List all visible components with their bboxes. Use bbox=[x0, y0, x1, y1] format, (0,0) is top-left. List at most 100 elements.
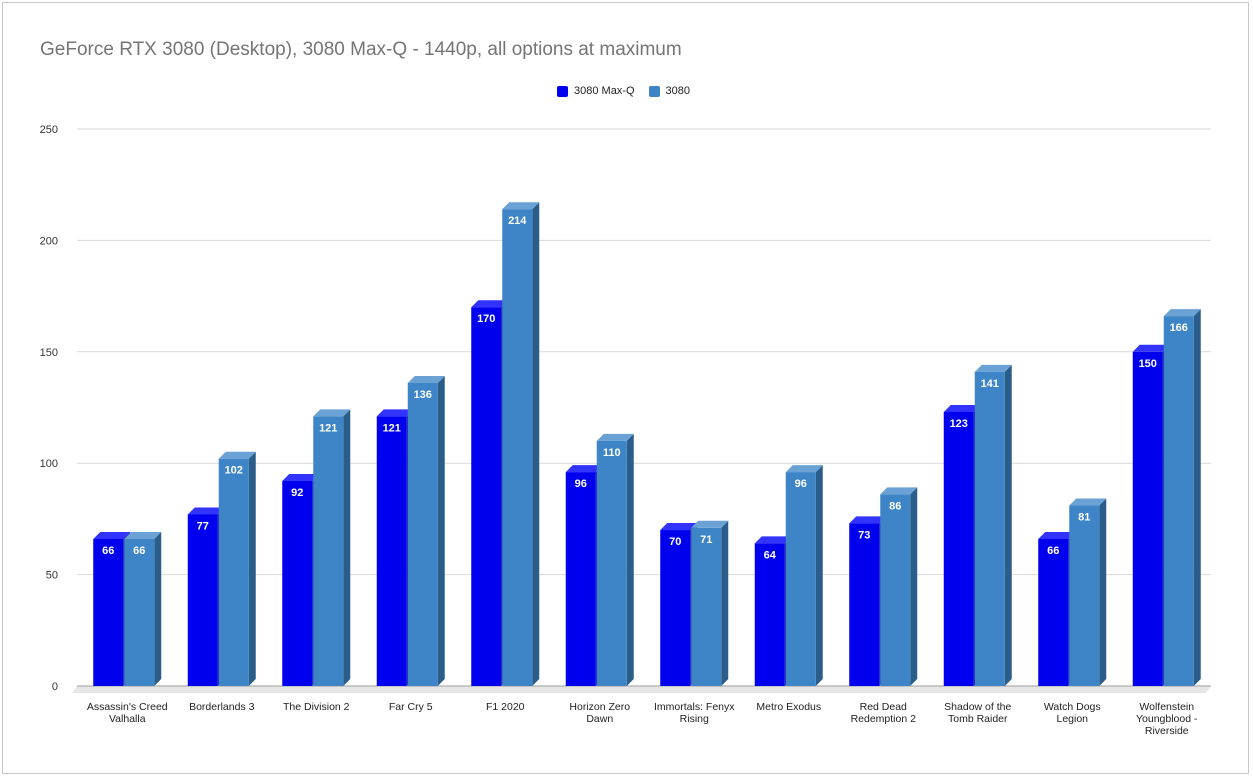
bar-top-max-q bbox=[660, 523, 698, 531]
bar-max-q bbox=[565, 472, 596, 686]
x-tick-label: Assassin's Creed bbox=[87, 701, 168, 713]
bar-side-desktop bbox=[721, 520, 729, 686]
data-label-max-q: 70 bbox=[669, 536, 681, 548]
legend-swatch-max-q bbox=[557, 85, 568, 97]
bar-desktop bbox=[1069, 505, 1100, 686]
bar-top-max-q bbox=[754, 536, 792, 544]
bar-top-max-q bbox=[943, 404, 981, 412]
data-label-max-q: 77 bbox=[197, 520, 209, 532]
bar-top-desktop bbox=[313, 409, 351, 417]
bar-side-desktop bbox=[1193, 309, 1201, 686]
y-tick-label: 0 bbox=[52, 681, 58, 693]
bar-desktop bbox=[313, 416, 344, 686]
bar-max-q bbox=[849, 523, 880, 686]
data-label-desktop: 166 bbox=[1170, 322, 1188, 334]
bar-top-max-q bbox=[93, 531, 131, 539]
bar-top-max-q bbox=[849, 516, 887, 524]
legend-swatch-desktop bbox=[648, 85, 660, 97]
bar-desktop bbox=[502, 209, 533, 686]
bar-side-desktop bbox=[248, 451, 256, 686]
x-tick-label: Far Cry 5 bbox=[389, 701, 433, 713]
legend-item-max-q: 3080 Max-Q bbox=[557, 85, 635, 97]
x-tick-label: Redemption 2 bbox=[851, 713, 917, 725]
x-tick-label: Wolfenstein bbox=[1139, 701, 1194, 713]
bar-desktop bbox=[124, 538, 155, 686]
x-tick-label: Dawn bbox=[586, 713, 613, 725]
bar-max-q bbox=[1038, 538, 1069, 686]
x-tick-label: Red Dead bbox=[860, 701, 907, 713]
data-label-max-q: 92 bbox=[291, 487, 303, 499]
bar-top-desktop bbox=[124, 531, 162, 539]
bar-top-desktop bbox=[407, 375, 445, 383]
bar-top-max-q bbox=[282, 474, 320, 482]
bar-side-desktop bbox=[626, 433, 634, 686]
bar-side-desktop bbox=[1099, 498, 1107, 686]
data-label-max-q: 73 bbox=[858, 529, 870, 541]
bar-side-desktop bbox=[1004, 364, 1012, 686]
bar-max-q bbox=[471, 307, 502, 686]
data-label-desktop: 136 bbox=[414, 389, 432, 401]
bar-side-desktop bbox=[532, 202, 540, 686]
x-tick-label: Watch Dogs bbox=[1044, 701, 1101, 713]
data-label-desktop: 121 bbox=[319, 422, 337, 434]
bar-top-desktop bbox=[1163, 309, 1201, 317]
x-tick-label: Valhalla bbox=[109, 713, 146, 725]
bar-desktop bbox=[218, 458, 249, 686]
bar-desktop bbox=[407, 382, 438, 686]
y-tick-label: 100 bbox=[40, 458, 58, 470]
bar-max-q bbox=[187, 514, 218, 686]
chart-floor bbox=[72, 686, 1211, 693]
bar-top-desktop bbox=[1069, 498, 1107, 506]
bar-top-desktop bbox=[218, 451, 256, 459]
bar-top-max-q bbox=[1038, 531, 1076, 539]
chart-title: GeForce RTX 3080 (Desktop), 3080 Max-Q -… bbox=[40, 39, 682, 60]
bar-top-max-q bbox=[1132, 344, 1170, 352]
bar-desktop bbox=[880, 494, 911, 686]
bar-top-desktop bbox=[691, 520, 729, 528]
bar-max-q bbox=[660, 530, 691, 686]
bar-top-desktop bbox=[785, 465, 823, 473]
legend-label-desktop: 3080 bbox=[665, 85, 691, 97]
legend-item-desktop: 3080 bbox=[648, 85, 691, 97]
data-label-desktop: 81 bbox=[1078, 512, 1090, 524]
data-label-max-q: 66 bbox=[1047, 545, 1059, 557]
x-tick-label: The Division 2 bbox=[283, 701, 350, 713]
legend: 3080 Max-Q 3080 bbox=[557, 85, 704, 97]
bar-max-q bbox=[93, 538, 124, 686]
bar-top-max-q bbox=[471, 300, 509, 308]
data-label-desktop: 66 bbox=[133, 545, 145, 557]
bar-top-max-q bbox=[376, 409, 414, 417]
bar-top-desktop bbox=[974, 364, 1012, 372]
bar-max-q bbox=[282, 481, 313, 686]
bar-desktop bbox=[596, 440, 627, 686]
bar-top-desktop bbox=[880, 487, 918, 495]
x-tick-label: Shadow of the bbox=[944, 701, 1011, 713]
data-label-max-q: 64 bbox=[764, 549, 777, 561]
legend-label-max-q: 3080 Max-Q bbox=[574, 85, 635, 97]
x-tick-label: Horizon Zero bbox=[569, 701, 630, 713]
bar-desktop bbox=[1163, 316, 1194, 686]
bar-side-desktop bbox=[910, 487, 918, 686]
data-label-desktop: 102 bbox=[225, 465, 243, 477]
data-label-desktop: 141 bbox=[981, 378, 999, 390]
bar-max-q bbox=[943, 411, 974, 686]
bar-side-desktop bbox=[815, 465, 823, 686]
y-tick-label: 250 bbox=[40, 124, 58, 136]
x-tick-label: Tomb Raider bbox=[948, 713, 1008, 725]
data-label-max-q: 123 bbox=[950, 418, 968, 430]
bar-desktop bbox=[691, 527, 722, 686]
y-tick-label: 150 bbox=[40, 347, 58, 359]
x-tick-label: Legion bbox=[1056, 713, 1088, 725]
y-tick-label: 200 bbox=[40, 235, 58, 247]
bar-top-desktop bbox=[502, 202, 540, 210]
bar-top-desktop bbox=[596, 433, 634, 441]
bar-side-desktop bbox=[343, 409, 351, 686]
bar-side-desktop bbox=[437, 375, 445, 686]
x-tick-label: F1 2020 bbox=[486, 701, 525, 713]
x-tick-label: Youngblood - bbox=[1136, 713, 1198, 725]
data-label-max-q: 66 bbox=[102, 545, 114, 557]
data-label-desktop: 110 bbox=[603, 447, 621, 459]
y-tick-label: 50 bbox=[46, 570, 58, 582]
data-label-max-q: 170 bbox=[477, 313, 495, 325]
bar-max-q bbox=[1132, 351, 1163, 686]
